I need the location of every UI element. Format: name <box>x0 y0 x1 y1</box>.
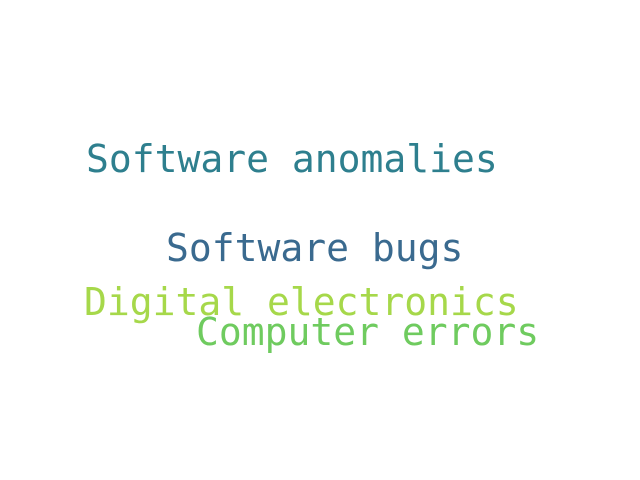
word-software-bugs: Software bugs <box>166 226 464 270</box>
word-digital-electronics: Digital electronics <box>84 280 519 324</box>
word-software-anomalies: Software anomalies <box>86 137 498 181</box>
word-computer-errors: Computer errors <box>196 310 540 354</box>
